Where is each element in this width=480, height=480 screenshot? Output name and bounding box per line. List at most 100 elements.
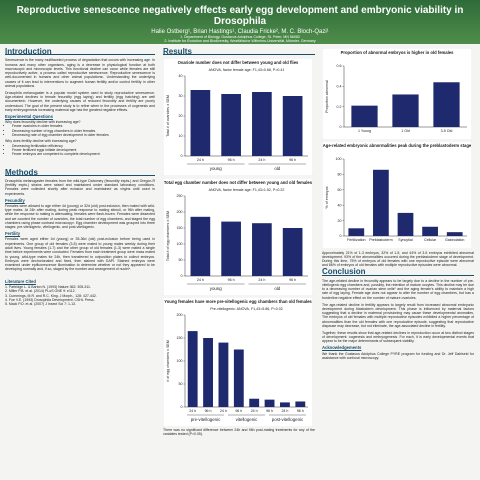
y-tick-label: 40 (179, 74, 183, 78)
list-item: Decreasing fertilization efficiency (12, 144, 155, 148)
list-item: Fewer ovarioles in older females (12, 124, 155, 128)
title: Reproductive senescence negatively effec… (16, 5, 464, 27)
list-item: Decreasing number of egg chambers in old… (12, 129, 155, 133)
y-tick-label: 0.4 (337, 85, 342, 89)
y-tick-label: 200 (177, 313, 183, 317)
paragraph: Females were aged either 4d (young) or 3… (5, 237, 155, 272)
y-axis-label: Total # of egg chambers ± SEM (166, 211, 170, 261)
group-label: young (210, 286, 223, 291)
x-tick-label: 24 h (258, 158, 265, 162)
subheading: Experimental Questions (5, 113, 53, 119)
chart-title: Proportion of abnormal embryos is higher… (341, 50, 455, 55)
y-tick-label: 0.6 (337, 64, 342, 68)
x-tick-label: 3-5 Old (441, 129, 453, 133)
list-item: Fewer fertilized eggs initiate developme… (12, 148, 155, 152)
x-tick-label: 96 h (289, 278, 296, 282)
caption: There was no significant difference betw… (163, 428, 315, 437)
annotation: ANOVA, factor female age: F1,43=1.52, P=… (209, 188, 285, 192)
authors: Halie Ostberg¹, Brian Hastings¹, Claudia… (151, 29, 329, 35)
bar (446, 232, 463, 237)
bar (203, 337, 213, 407)
y-tick-label: 100 (177, 359, 183, 363)
list: Decreasing fertilization efficiencyFewer… (5, 144, 155, 157)
y-tick-label: 40 (338, 204, 342, 208)
paragraph: The age-related decline in fertility app… (322, 302, 474, 329)
group-label: old (274, 286, 280, 291)
bar (295, 401, 306, 407)
group-label: pre-vitellogenic (191, 417, 221, 422)
x-tick-label: 1 Young (358, 129, 371, 133)
middle-column: Results Ovariole number does not differ … (162, 47, 315, 439)
left-column: Introduction Senescence is the many mult… (5, 47, 155, 307)
y-tick-label: 0 (181, 405, 183, 409)
y-tick-label: 80 (338, 173, 342, 177)
y-axis-label: Total # of ovarioles ± SEM (166, 95, 170, 137)
group-label: vitellogenic (236, 417, 259, 422)
bar (422, 227, 438, 237)
chart-title: Age-related embryonic abnormalities peak… (323, 143, 472, 148)
list: Fewer ovarioles in older femalesDecreasi… (5, 124, 155, 137)
heading: Methods (5, 168, 155, 176)
reference: 2. Miller P.B. et al. (2014) PLoS ONE 9:… (5, 289, 76, 294)
bar (190, 90, 211, 157)
x-tick-label: 24 h (197, 158, 204, 162)
y-tick-label: 20 (338, 219, 342, 223)
y-tick-label: 200 (177, 210, 183, 214)
y-axis-label: # of egg chambers ± SEM (166, 340, 170, 382)
chart: Ovariole number does not differ between … (162, 58, 314, 177)
y-tick-label: 50 (179, 258, 183, 262)
y-axis-label: % of embryos (325, 187, 329, 209)
bar (433, 82, 460, 127)
reference: 1. Partridge L. & Barton N. (1993) Natur… (5, 285, 91, 290)
x-tick-label: 96 h (205, 409, 212, 413)
bar (397, 213, 414, 237)
x-tick-label: 24 h (258, 278, 265, 282)
chart: Total egg chamber number does not differ… (162, 177, 314, 296)
bar (218, 342, 229, 407)
bar (351, 105, 378, 127)
x-tick-label: 24 h (281, 409, 288, 413)
reference: 3. Cummings, M.R. and R.C. King. J Morph… (5, 293, 97, 298)
annotation: ANOVA, factor female age: F1,43=0.68, P=… (209, 68, 285, 72)
paragraph: The age-related decline in fecundity app… (322, 278, 474, 300)
question: Why does fertility decline with increasi… (5, 139, 77, 144)
paragraph: Drosophila melanogaster females from the… (5, 178, 155, 196)
x-tick-label: Cellular (424, 238, 437, 242)
y-tick-label: 0 (340, 125, 342, 129)
bar (190, 216, 211, 276)
paragraph: We thank the Gustavus Adolphus College P… (322, 351, 474, 360)
chart-title: Ovariole number does not differ between … (178, 60, 299, 65)
heading: Results (163, 47, 315, 56)
paragraph: Together, these results show that age-re… (322, 330, 474, 344)
chart-background (321, 141, 473, 250)
y-tick-label: 100 (177, 242, 183, 246)
y-tick-label: 0 (181, 154, 183, 158)
y-tick-label: 10 (179, 134, 183, 138)
x-tick-label: 1 Old (401, 129, 410, 133)
bar (264, 399, 275, 407)
group-label: young (210, 166, 223, 171)
list-item: Decreasing rate of egg chamber developme… (12, 133, 155, 137)
bar (249, 398, 260, 407)
bar (233, 349, 244, 407)
question: Why does fecundity decline with increasi… (5, 120, 81, 125)
x-tick-label: 24 h (197, 278, 204, 282)
caption: Approximately 21% of 1-3 embryos, 32% of… (322, 250, 474, 268)
y-axis-label: Proportion abnormal (325, 80, 329, 113)
subheading: Fertility (5, 231, 21, 237)
y-tick-label: 250 (177, 194, 183, 198)
x-tick-label: Gastrulation (445, 238, 464, 242)
bar (187, 330, 198, 407)
x-tick-label: 96 h (235, 409, 242, 413)
bar (373, 170, 389, 237)
bar (221, 94, 241, 157)
y-tick-label: 20 (179, 114, 183, 118)
reference: 4. Foe V.E. (1993) Drosophila Developmen… (5, 297, 95, 302)
chart-title: Young females have more pre-vitellogenic… (164, 299, 312, 304)
paragraph: Senescence is the many multifaceted proc… (5, 58, 155, 89)
x-tick-label: 24 h (220, 409, 227, 413)
bar (392, 94, 419, 127)
bar (282, 227, 303, 276)
heading: Conclusion (322, 268, 474, 276)
